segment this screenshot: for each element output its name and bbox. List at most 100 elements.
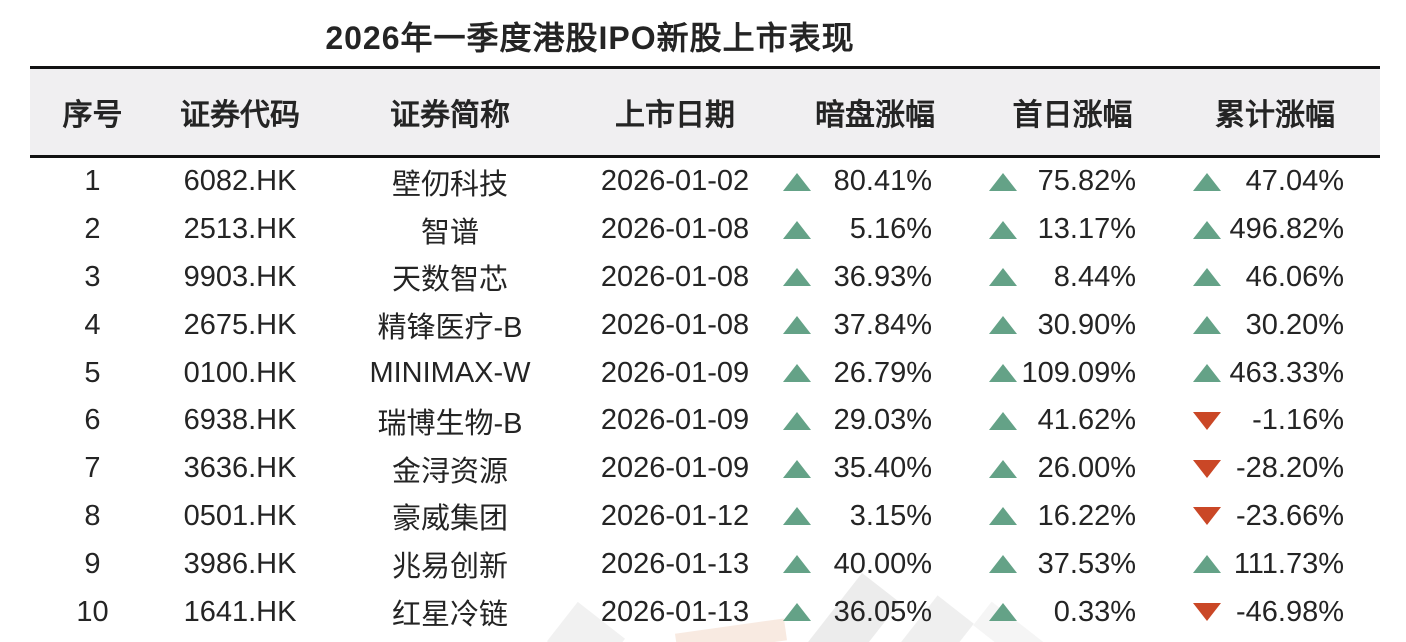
cumulative-gain-cell: 463.33% bbox=[1170, 357, 1380, 390]
listing-date-cell: 2026-01-08 bbox=[600, 308, 750, 341]
row-number-cell: 5 bbox=[84, 356, 101, 389]
down-triangle-icon bbox=[1193, 507, 1221, 526]
firstday-gain-cell: 30.90% bbox=[975, 309, 1170, 342]
row-number-cell: 7 bbox=[84, 452, 101, 485]
dark-gain-cell: 80.41% bbox=[775, 165, 975, 198]
dark-gain-cell: 36.93% bbox=[775, 261, 975, 294]
firstday-gain-cell: 16.22% bbox=[975, 500, 1170, 533]
column-header-name: 证券简称 bbox=[390, 99, 510, 132]
dark-gain-value: 3.15% bbox=[849, 499, 932, 532]
title-bar: 2026年一季度港股IPO新股上市表现 bbox=[0, 0, 1180, 66]
security-code-cell: 1641.HK bbox=[183, 595, 297, 628]
firstday-gain-cell: 26.00% bbox=[975, 452, 1170, 485]
cumulative-gain-cell: 30.20% bbox=[1170, 309, 1380, 342]
cumulative-gain-cell: -46.98% bbox=[1170, 596, 1380, 629]
security-code-cell: 0501.HK bbox=[183, 499, 297, 532]
cumulative-gain-value: -46.98% bbox=[1235, 595, 1344, 628]
security-code-cell: 2513.HK bbox=[183, 213, 297, 246]
firstday-gain-cell: 8.44% bbox=[975, 261, 1170, 294]
up-triangle-icon bbox=[989, 316, 1017, 335]
security-code-cell: 3986.HK bbox=[183, 547, 297, 580]
cumulative-gain-cell: 47.04% bbox=[1170, 165, 1380, 198]
down-triangle-icon bbox=[1193, 459, 1221, 478]
listing-date-cell: 2026-01-08 bbox=[600, 213, 750, 246]
firstday-gain-value: 75.82% bbox=[1037, 165, 1136, 198]
row-number-cell: 1 bbox=[84, 165, 101, 198]
up-triangle-icon bbox=[1193, 364, 1221, 383]
cumulative-gain-cell: 46.06% bbox=[1170, 261, 1380, 294]
security-name-cell: MINIMAX-W bbox=[369, 356, 531, 389]
security-name-cell: 天数智芯 bbox=[391, 264, 508, 297]
column-header-date: 上市日期 bbox=[615, 99, 735, 132]
listing-date-cell: 2026-01-08 bbox=[600, 260, 750, 293]
row-number-cell: 6 bbox=[84, 404, 101, 437]
dark-gain-value: 36.05% bbox=[833, 595, 932, 628]
table-row: 10 1641.HK 红星冷链 2026-01-13 36.05% 0.33% … bbox=[30, 588, 1380, 636]
up-triangle-icon bbox=[989, 459, 1017, 478]
listing-date-cell: 2026-01-13 bbox=[600, 595, 750, 628]
ipo-table: 序号 证券代码 证券简称 上市日期 暗盘涨幅 首日涨幅 累计涨幅 1 6082.… bbox=[30, 66, 1380, 636]
down-triangle-icon bbox=[1193, 603, 1221, 622]
dark-gain-value: 29.03% bbox=[833, 404, 932, 437]
dark-gain-cell: 35.40% bbox=[775, 452, 975, 485]
up-triangle-icon bbox=[989, 364, 1017, 383]
security-name-cell: 金浔资源 bbox=[391, 455, 508, 488]
up-triangle-icon bbox=[989, 411, 1017, 430]
dark-gain-cell: 36.05% bbox=[775, 596, 975, 629]
table-row: 3 9903.HK 天数智芯 2026-01-08 36.93% 8.44% 4… bbox=[30, 254, 1380, 302]
dark-gain-value: 36.93% bbox=[833, 260, 932, 293]
listing-date-cell: 2026-01-09 bbox=[600, 404, 750, 437]
up-triangle-icon bbox=[1193, 220, 1221, 239]
dark-gain-value: 5.16% bbox=[849, 213, 932, 246]
up-triangle-icon bbox=[1193, 172, 1221, 191]
firstday-gain-value: 37.53% bbox=[1037, 547, 1136, 580]
dark-gain-cell: 26.79% bbox=[775, 357, 975, 390]
up-triangle-icon bbox=[989, 268, 1017, 287]
dark-gain-cell: 40.00% bbox=[775, 548, 975, 581]
up-triangle-icon bbox=[1193, 268, 1221, 287]
security-name-cell: 壁仞科技 bbox=[391, 168, 508, 201]
dark-gain-value: 80.41% bbox=[833, 165, 932, 198]
cumulative-gain-cell: 111.73% bbox=[1170, 548, 1380, 581]
dark-gain-value: 40.00% bbox=[833, 547, 932, 580]
security-code-cell: 6938.HK bbox=[183, 404, 297, 437]
up-triangle-icon bbox=[783, 172, 811, 191]
table-row: 8 0501.HK 豪威集团 2026-01-12 3.15% 16.22% -… bbox=[30, 493, 1380, 541]
cumulative-gain-cell: 496.82% bbox=[1170, 213, 1380, 246]
security-name-cell: 兆易创新 bbox=[391, 551, 508, 584]
security-name-cell: 智谱 bbox=[420, 216, 479, 249]
firstday-gain-value: 8.44% bbox=[1053, 260, 1136, 293]
security-code-cell: 0100.HK bbox=[183, 356, 297, 389]
listing-date-cell: 2026-01-12 bbox=[600, 499, 750, 532]
table-row: 7 3636.HK 金浔资源 2026-01-09 35.40% 26.00% … bbox=[30, 445, 1380, 493]
up-triangle-icon bbox=[1193, 316, 1221, 335]
up-triangle-icon bbox=[783, 603, 811, 622]
row-number-cell: 4 bbox=[84, 308, 101, 341]
dark-gain-value: 37.84% bbox=[833, 308, 932, 341]
dark-gain-cell: 5.16% bbox=[775, 213, 975, 246]
listing-date-cell: 2026-01-13 bbox=[600, 547, 750, 580]
row-number-cell: 3 bbox=[84, 260, 101, 293]
cumulative-gain-value: -23.66% bbox=[1235, 499, 1344, 532]
cumulative-gain-cell: -23.66% bbox=[1170, 500, 1380, 533]
security-code-cell: 3636.HK bbox=[183, 452, 297, 485]
cumulative-gain-value: 46.06% bbox=[1245, 260, 1344, 293]
firstday-gain-value: 13.17% bbox=[1037, 213, 1136, 246]
firstday-gain-cell: 13.17% bbox=[975, 213, 1170, 246]
firstday-gain-cell: 109.09% bbox=[975, 357, 1170, 390]
cumulative-gain-value: 30.20% bbox=[1245, 308, 1344, 341]
security-name-cell: 瑞博生物-B bbox=[377, 407, 523, 440]
up-triangle-icon bbox=[783, 268, 811, 287]
dark-gain-cell: 3.15% bbox=[775, 500, 975, 533]
up-triangle-icon bbox=[783, 555, 811, 574]
up-triangle-icon bbox=[783, 316, 811, 335]
listing-date-cell: 2026-01-09 bbox=[600, 452, 750, 485]
column-header-cumulative-gain: 累计涨幅 bbox=[1215, 99, 1335, 132]
down-triangle-icon bbox=[1193, 411, 1221, 430]
cumulative-gain-value: -28.20% bbox=[1235, 452, 1344, 485]
dark-gain-cell: 29.03% bbox=[775, 404, 975, 437]
dark-gain-value: 26.79% bbox=[833, 356, 932, 389]
listing-date-cell: 2026-01-09 bbox=[600, 356, 750, 389]
security-code-cell: 6082.HK bbox=[183, 165, 297, 198]
security-name-cell: 红星冷链 bbox=[391, 599, 508, 632]
